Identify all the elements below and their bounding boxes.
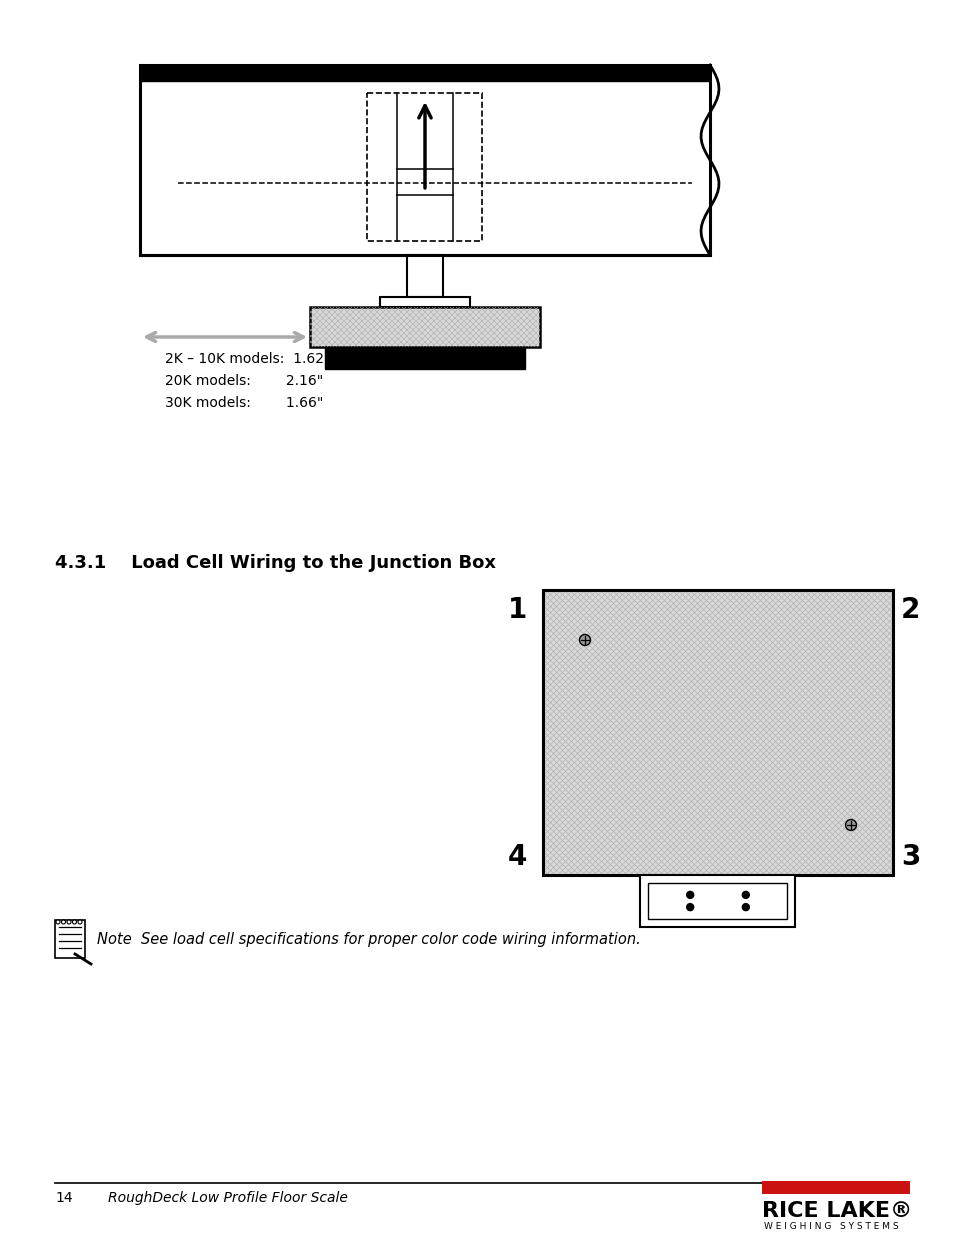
Bar: [379, 296, 470, 308]
Circle shape: [72, 920, 76, 924]
Circle shape: [578, 635, 590, 646]
Text: 1: 1: [507, 597, 526, 624]
Bar: [367, 93, 482, 241]
Bar: [140, 65, 709, 82]
Text: Note  See load cell specifications for proper color code wiring information.: Note See load cell specifications for pr…: [97, 932, 640, 947]
Bar: [140, 65, 709, 254]
Bar: [639, 876, 795, 927]
Bar: [310, 308, 539, 347]
Bar: [761, 1181, 909, 1194]
Text: RICE LAKE®: RICE LAKE®: [761, 1200, 911, 1221]
Text: 2: 2: [900, 597, 920, 624]
Bar: [407, 254, 442, 296]
Bar: [542, 590, 892, 876]
Circle shape: [741, 904, 748, 910]
Circle shape: [56, 920, 60, 924]
Bar: [648, 883, 786, 919]
Circle shape: [686, 892, 693, 898]
Text: 14: 14: [55, 1191, 72, 1205]
Circle shape: [844, 820, 856, 830]
Circle shape: [61, 920, 66, 924]
Circle shape: [67, 920, 71, 924]
Text: 20K models:        2.16": 20K models: 2.16": [165, 374, 323, 388]
Text: 4: 4: [507, 844, 526, 871]
Circle shape: [741, 892, 748, 898]
Text: 3: 3: [900, 844, 920, 871]
Text: 4.3.1    Load Cell Wiring to the Junction Box: 4.3.1 Load Cell Wiring to the Junction B…: [55, 555, 496, 572]
Text: 2K – 10K models:  1.625": 2K – 10K models: 1.625": [165, 352, 339, 366]
Bar: [325, 347, 524, 369]
Bar: [55, 920, 85, 958]
Text: 30K models:        1.66": 30K models: 1.66": [165, 396, 323, 410]
Circle shape: [686, 904, 693, 910]
Bar: [542, 590, 892, 876]
Text: W E I G H I N G   S Y S T E M S: W E I G H I N G S Y S T E M S: [763, 1223, 898, 1231]
Text: RoughDeck Low Profile Floor Scale: RoughDeck Low Profile Floor Scale: [108, 1191, 348, 1205]
Circle shape: [78, 920, 82, 924]
